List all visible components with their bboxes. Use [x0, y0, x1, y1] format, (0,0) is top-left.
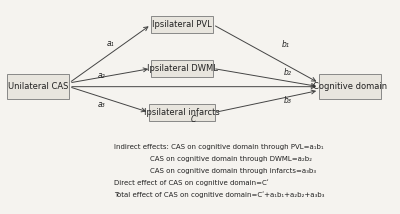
Text: a₂: a₂: [98, 71, 106, 80]
Text: CAS on cognitive domain through infarcts=a₃b₃: CAS on cognitive domain through infarcts…: [150, 168, 316, 174]
Text: Ipsilateral DWML: Ipsilateral DWML: [146, 64, 218, 73]
Text: Direct effect of CAS on cognitive domain=Cʹ: Direct effect of CAS on cognitive domain…: [114, 180, 269, 186]
FancyBboxPatch shape: [7, 74, 69, 99]
FancyBboxPatch shape: [319, 74, 381, 99]
Text: Cʹ: Cʹ: [190, 115, 198, 124]
Text: Ipsilateral PVL: Ipsilateral PVL: [152, 20, 212, 29]
Text: b₂: b₂: [283, 68, 291, 77]
Text: a₁: a₁: [106, 39, 114, 48]
Text: b₁: b₁: [282, 40, 290, 49]
Text: Ipsilateral infarcts: Ipsilateral infarcts: [144, 108, 220, 117]
Text: Unilateral CAS: Unilateral CAS: [8, 82, 68, 91]
FancyBboxPatch shape: [151, 60, 213, 77]
Text: Indirect effects: CAS on cognitive domain through PVL=a₁b₁: Indirect effects: CAS on cognitive domai…: [114, 144, 324, 150]
FancyBboxPatch shape: [151, 16, 213, 33]
FancyBboxPatch shape: [149, 104, 215, 121]
Text: a₃: a₃: [98, 100, 106, 109]
Text: Total effect of CAS on cognitive domain=Cʹ+a₁b₁+a₂b₂+a₃b₃: Total effect of CAS on cognitive domain=…: [114, 192, 324, 198]
Text: CAS on cognitive domain through DWML=a₂b₂: CAS on cognitive domain through DWML=a₂b…: [150, 156, 312, 162]
Text: Cognitive domain: Cognitive domain: [313, 82, 387, 91]
Text: b₃: b₃: [283, 96, 291, 105]
